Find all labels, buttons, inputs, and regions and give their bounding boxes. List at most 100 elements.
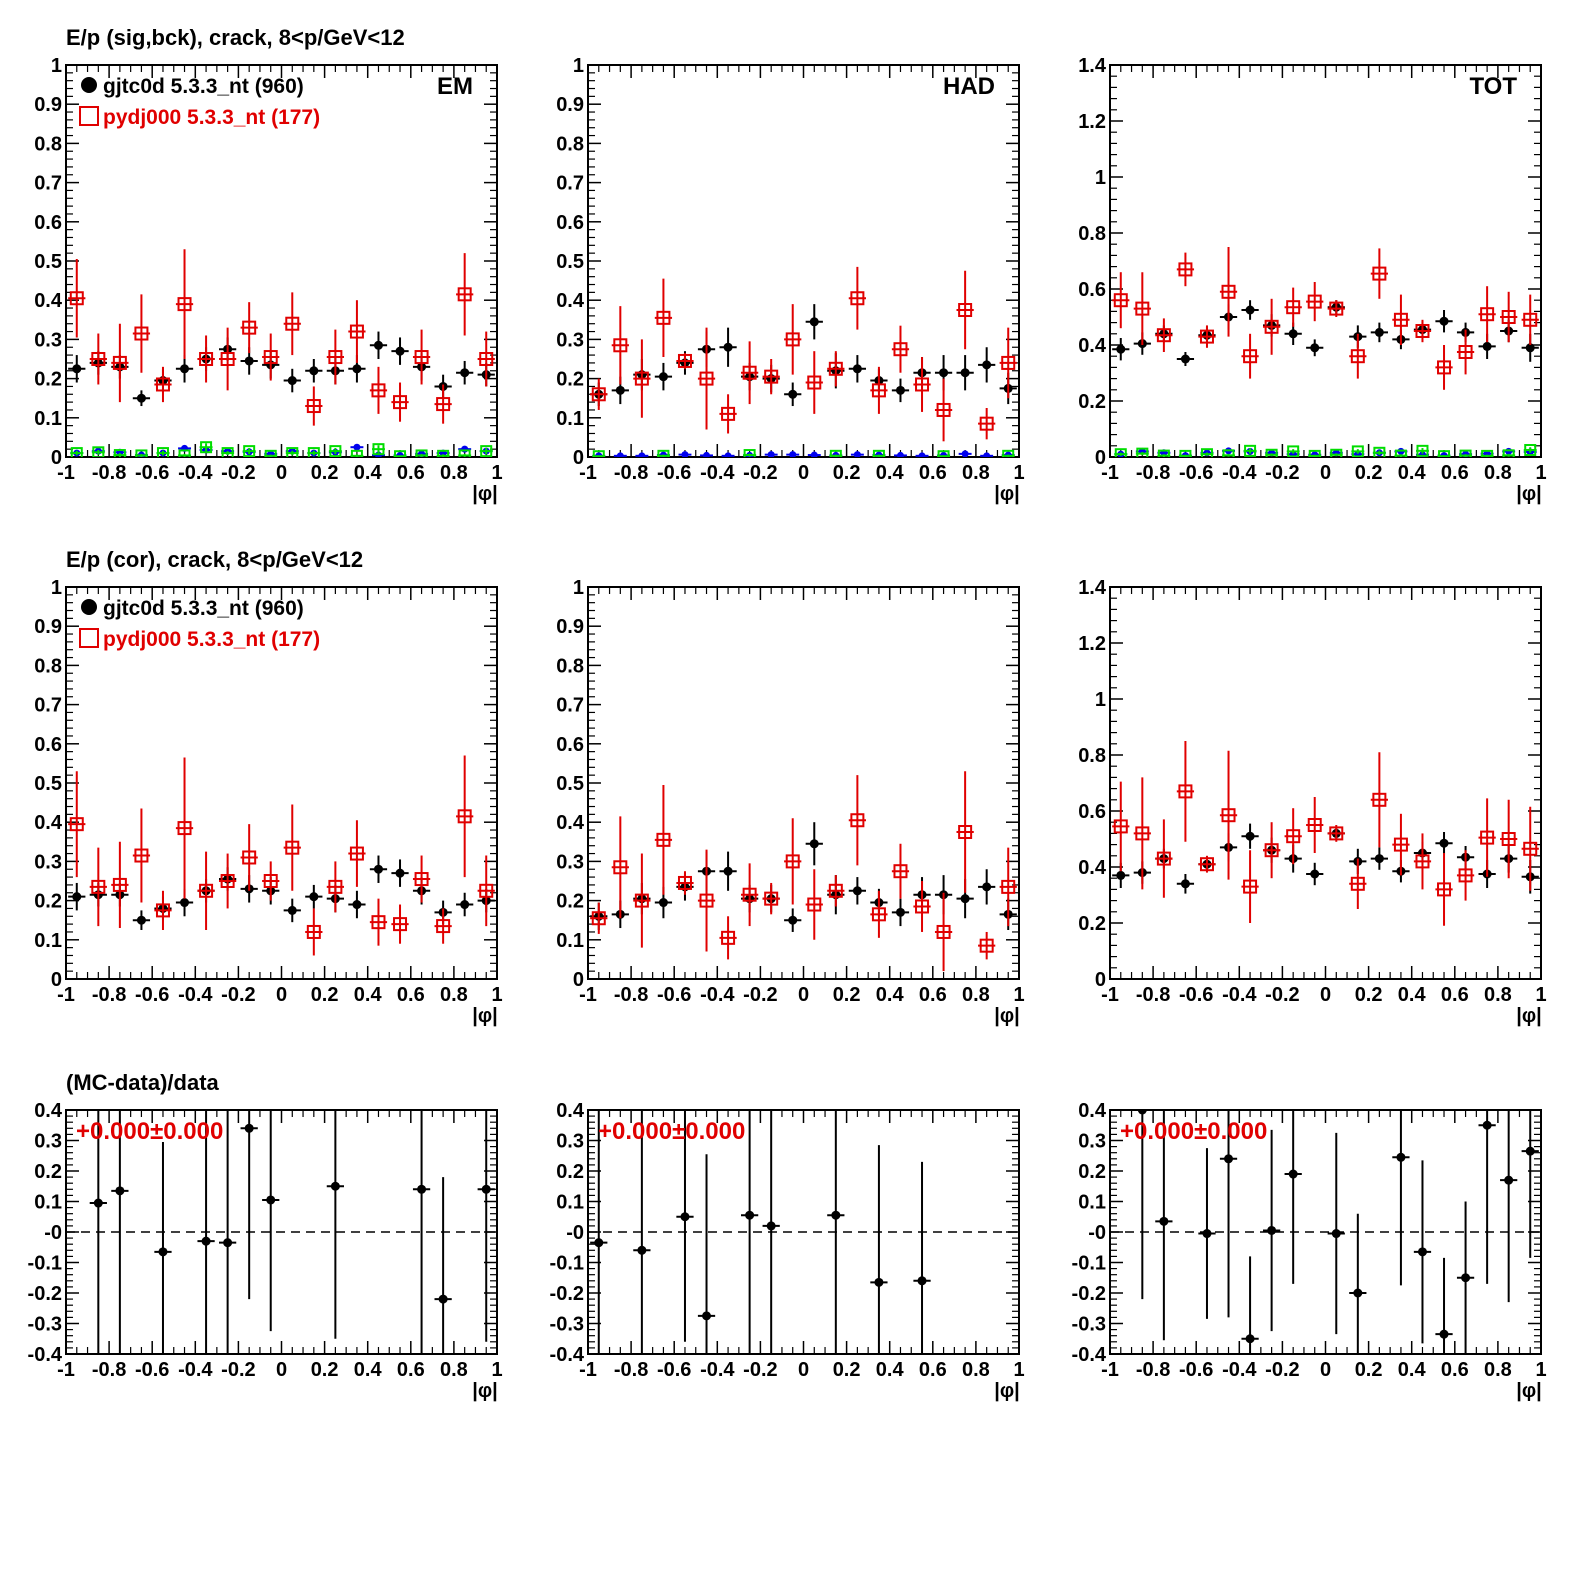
mc-point [1178,784,1193,799]
data-point [1417,1247,1427,1257]
data-point [1116,870,1126,880]
data-point [1180,354,1190,364]
signal-point [703,451,711,457]
panel-r2c2: -1 -0.8 -0.6 -0.4 -0.2 0 0.2 0.4 0.6 0.8 1|φ|-0.4-… [1072,1100,1547,1402]
mc-point [1243,349,1258,364]
background-point [1459,449,1472,457]
points-layer [1133,1110,1539,1354]
mc-point [1286,829,1301,844]
mc-point [1501,832,1516,846]
legend: gjtc0d 5.3.3_nt (960) pydj000 5.3.3_nt (1… [79,75,320,129]
y-tick-label: 0.3 [34,329,62,351]
x-tick-label: -0.2 [1265,984,1299,1006]
mc-point [436,919,451,934]
mc-point [1001,879,1016,894]
background-point [1136,447,1149,457]
y-tick-label: 0.3 [1078,1131,1106,1153]
mc-point [958,303,973,317]
data-point [960,368,970,378]
background-point [1222,449,1235,457]
y-tick-label: -0.2 [28,1283,62,1305]
x-tick-label: 0.2 [1355,462,1383,484]
data-point [244,356,254,366]
data-point [352,900,362,910]
data-point [136,915,146,925]
x-axis-label: |φ| [1516,1005,1542,1027]
y-tick-label: -0.4 [28,1344,63,1366]
background-point [264,449,277,457]
mc-point [306,924,321,939]
x-tick-label: 0 [798,984,809,1006]
data-point [72,892,82,902]
signal-point [853,451,861,457]
data-point [309,366,319,376]
y-tick-label: 1 [573,55,584,77]
mc-point [721,930,736,945]
x-axis-label: |φ| [472,483,498,505]
mc-point [1156,328,1171,343]
y-tick-label: -0.4 [550,1344,585,1366]
y-tick-label: 0.2 [556,369,584,391]
data-point [788,389,798,399]
data-point [723,866,733,876]
x-tick-label: 0.2 [1355,984,1383,1006]
x-tick-label: 0.4 [876,1359,905,1381]
mc-point [893,864,908,879]
y-tick-label: 0.8 [556,655,584,677]
y-tick-label: 0.2 [1078,1161,1106,1183]
background-point [1308,449,1321,457]
x-tick-label: 1 [491,462,502,484]
y-tick-label: 0.2 [34,1161,62,1183]
data-point [982,360,992,370]
y-tick-label: 0.1 [556,1192,584,1214]
panel-r1c0: E/p (cor), crack, 8<p/GeV<12 -1 -0.8 -0.6 -0… [34,547,502,1027]
y-tick-label: 0.6 [556,212,584,234]
y-tick-label: 0 [51,969,62,991]
mc-point [1372,792,1387,807]
y-tick-label: 0.6 [1078,801,1106,823]
data-point [352,364,362,374]
signal-point [896,451,904,457]
signal-point [983,452,991,457]
x-tick-label: 0 [1320,984,1331,1006]
background-point [1157,449,1170,457]
panel-r2c1: -1 -0.8 -0.6 -0.4 -0.2 0 0.2 0.4 0.6 0.8 1|φ|-0.4-… [550,1100,1025,1402]
data-point [723,342,733,352]
mc-point [220,352,235,366]
plot-frame [587,64,1020,458]
y-tick-label: 0.6 [34,212,62,234]
mc-point [112,877,127,892]
y-tick-label: 0.2 [34,369,62,391]
y-tick-label: -0.2 [550,1283,584,1305]
data-point [223,1238,233,1248]
background-point [657,449,670,457]
mc-point [285,840,300,855]
data-point [244,1123,254,1133]
y-tick-label: 0.5 [34,773,62,795]
panel-r1c1: -1 -0.8 -0.6 -0.4 -0.2 0 0.2 0.4 0.6 0.8 1|φ|00.10… [556,577,1024,1027]
background-point [394,450,407,457]
mc-point [1221,284,1236,299]
mc-point [1001,355,1016,370]
mc-point [958,825,973,839]
x-tick-label: 0.8 [962,462,990,484]
x-tick-label: -0.6 [1179,984,1213,1006]
data-point [895,907,905,917]
x-tick-label: -0.2 [743,1359,777,1381]
y-tick-label: 0.2 [556,1161,584,1183]
y-tick-label: 0.4 [34,812,63,834]
x-tick-label: 0.6 [1441,984,1469,1006]
background-point [156,447,169,457]
background-point [1394,449,1407,457]
series-bck [1114,444,1537,457]
mc-point [634,893,649,908]
x-tick-label: 0.6 [1441,462,1469,484]
x-tick-label: 0.8 [440,462,468,484]
mc-point [613,338,628,353]
mc-point [1437,882,1452,897]
background-point [1265,448,1278,457]
y-tick-label: 0.4 [1078,857,1107,879]
row-title: (MC-data)/data [66,1070,220,1095]
x-tick-label: 0.4 [876,984,905,1006]
x-tick-label: 0.6 [397,462,425,484]
